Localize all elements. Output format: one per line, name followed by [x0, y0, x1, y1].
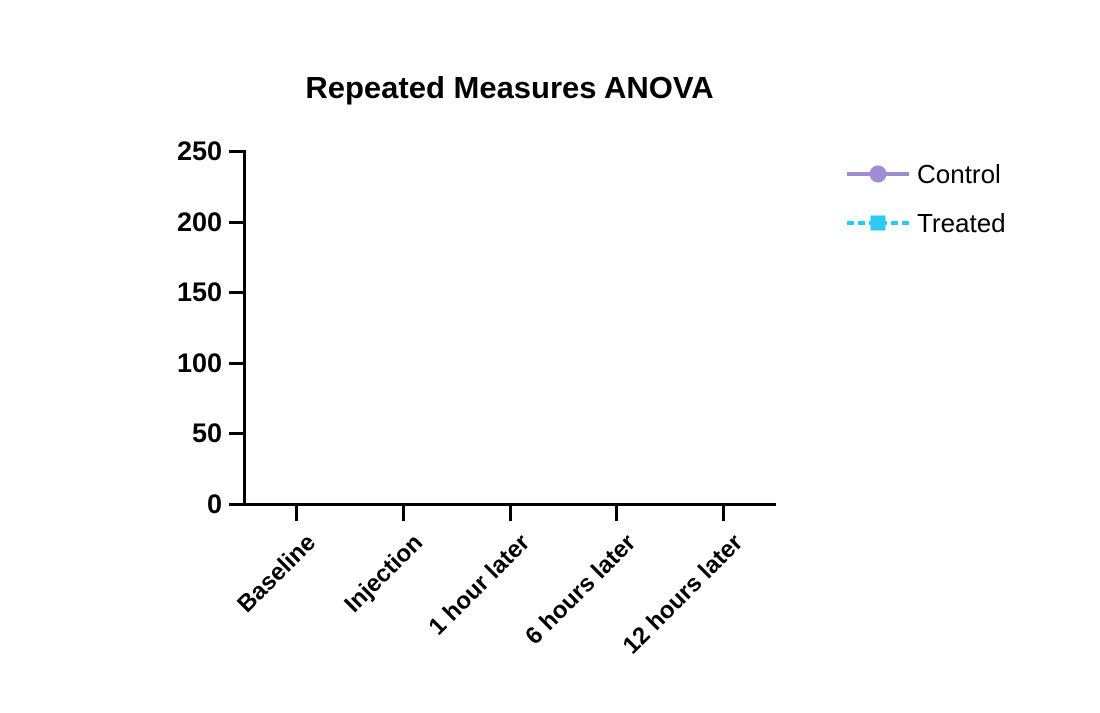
- x-axis-tick: [721, 506, 725, 521]
- legend-item-control: Control: [847, 158, 1006, 190]
- y-axis-tick: [229, 361, 243, 365]
- y-axis-tick: [229, 220, 243, 224]
- x-axis-line: [243, 503, 776, 506]
- y-axis-tick-label: 50: [191, 418, 222, 449]
- y-axis-tick: [229, 150, 243, 153]
- y-axis-tick-label: 100: [176, 347, 222, 378]
- y-axis-tick-label: 250: [176, 136, 222, 166]
- y-axis-tick: [229, 503, 243, 506]
- legend-label-treated: Treated: [917, 207, 1006, 238]
- legend-sample-treated: [847, 207, 909, 239]
- y-axis-tick-label: 0: [206, 489, 222, 519]
- square-marker-icon: [870, 215, 886, 231]
- legend: Control Treated: [847, 158, 1006, 256]
- y-axis-tick-label: 200: [176, 206, 222, 237]
- legend-item-treated: Treated: [847, 207, 1006, 239]
- y-axis-tick: [229, 291, 243, 295]
- y-axis-tick: [229, 432, 243, 436]
- legend-label-control: Control: [917, 158, 1001, 189]
- x-axis-tick: [295, 506, 299, 521]
- x-axis-tick: [401, 506, 405, 521]
- chart-title: Repeated Measures ANOVA: [305, 70, 714, 105]
- y-axis-tick-label: 150: [176, 277, 222, 308]
- x-axis-tick: [615, 506, 619, 521]
- legend-sample-control: [847, 158, 909, 190]
- circle-marker-icon: [869, 165, 887, 183]
- x-axis-tick: [508, 506, 512, 521]
- y-axis-line: [243, 150, 246, 506]
